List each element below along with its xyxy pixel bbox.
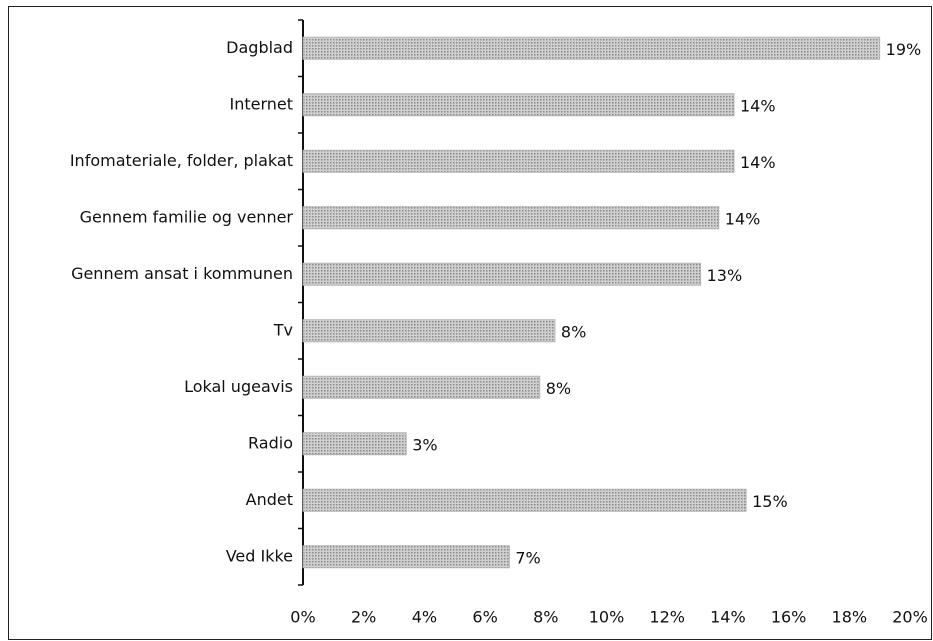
x-tick-label: 20%	[892, 608, 928, 627]
bar	[302, 488, 747, 512]
data-label: 3%	[412, 435, 437, 454]
data-label: 7%	[515, 548, 540, 567]
data-label: 19%	[886, 40, 922, 59]
x-tick-label: 4%	[412, 608, 437, 627]
x-tick-label: 0%	[290, 608, 315, 627]
x-tick-label: 12%	[649, 608, 685, 627]
bar	[302, 93, 735, 117]
x-tick-label: 6%	[472, 608, 497, 627]
y-tick-label: Tv	[273, 320, 293, 339]
y-tick-label: Gennem familie og venner	[80, 207, 294, 226]
bar	[302, 262, 702, 286]
bar	[302, 36, 881, 60]
data-label: 14%	[725, 209, 761, 228]
bar	[302, 206, 720, 230]
x-tick-label: 2%	[351, 608, 376, 627]
x-tick-label: 8%	[533, 608, 558, 627]
chart-frame	[8, 6, 932, 640]
y-tick-label: Andet	[246, 490, 293, 509]
x-tick-label: 18%	[832, 608, 868, 627]
data-label: 13%	[707, 266, 743, 285]
x-tick-label: 10%	[589, 608, 625, 627]
data-label: 14%	[740, 153, 776, 172]
x-tick-label: 14%	[710, 608, 746, 627]
data-label: 8%	[546, 379, 571, 398]
y-tick-label: Lokal ugeavis	[184, 377, 293, 396]
y-tick-label: Gennem ansat i kommunen	[71, 264, 293, 283]
y-tick-label: Internet	[229, 94, 293, 113]
data-label: 15%	[752, 492, 788, 511]
y-tick-label: Dagblad	[226, 38, 293, 57]
data-label: 8%	[561, 322, 586, 341]
data-label: 14%	[740, 96, 776, 115]
bar	[302, 432, 407, 456]
y-tick-label: Ved Ikke	[226, 546, 293, 565]
bar	[302, 375, 541, 399]
y-tick-label: Infomateriale, folder, plakat	[70, 151, 293, 170]
y-tick-label: Radio	[248, 433, 293, 452]
bar	[302, 319, 556, 343]
bar	[302, 149, 735, 173]
x-tick-label: 16%	[771, 608, 807, 627]
bar	[302, 545, 510, 569]
